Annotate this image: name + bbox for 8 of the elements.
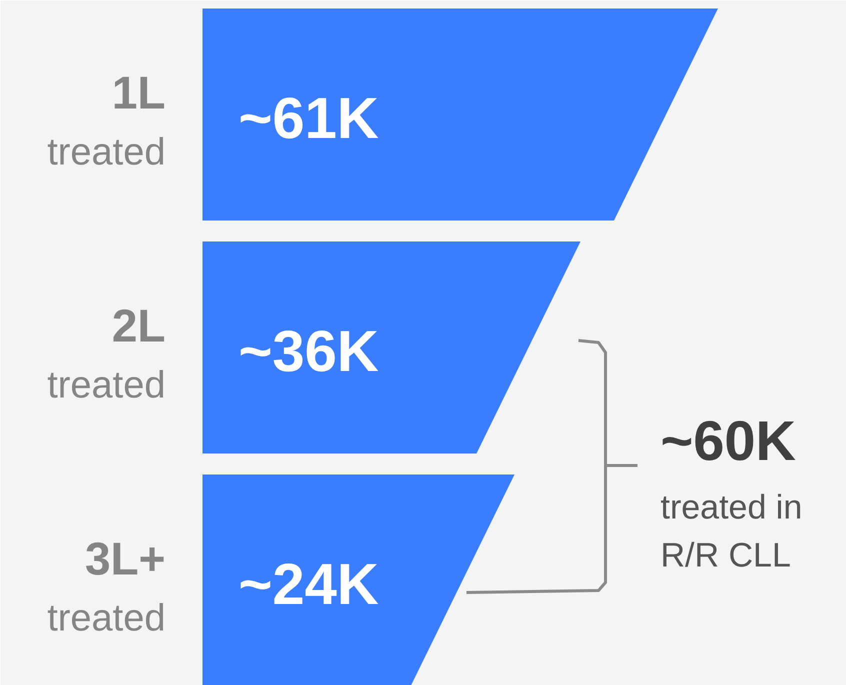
category-label: 3L+ treated — [47, 532, 166, 640]
text: treated in R/R CLL — [660, 488, 802, 574]
text: ~60K — [660, 409, 796, 472]
category-label: 2L treated — [47, 300, 166, 406]
data-label: ~36K — [238, 319, 379, 384]
category-label: 1L treated — [47, 66, 166, 174]
data-label: ~24K — [238, 552, 379, 617]
data-label: ~61K — [238, 86, 379, 151]
